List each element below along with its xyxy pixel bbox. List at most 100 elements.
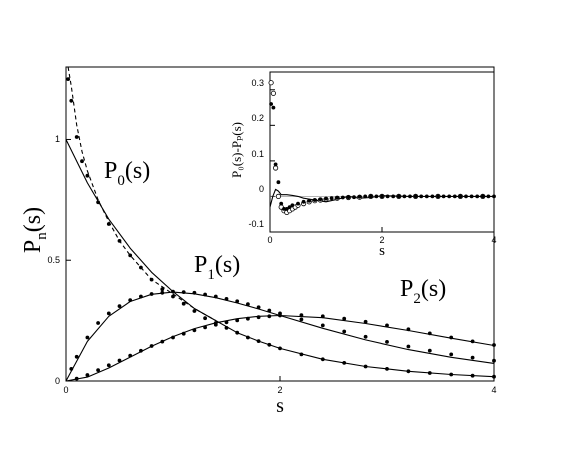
inset-y-axis-label: P₀(s)-Pₚ(s) bbox=[229, 122, 244, 178]
main-x-axis-label: s bbox=[276, 395, 284, 417]
main-series-6-point bbox=[139, 348, 143, 353]
main-series-4-point bbox=[69, 98, 74, 103]
inset-series-2-point bbox=[469, 194, 474, 199]
main-series-5-point bbox=[203, 292, 208, 297]
main-series-4-point bbox=[449, 372, 454, 377]
main-y-label-tail: (s) bbox=[20, 207, 46, 232]
inset-series-2-point bbox=[282, 207, 286, 211]
inset-series-2-point bbox=[374, 194, 379, 199]
main-series-5-point bbox=[224, 297, 229, 301]
main-series-4-point bbox=[224, 326, 229, 330]
main-y-axis-label: Pn(s) bbox=[20, 207, 50, 253]
main-series-6-point bbox=[492, 343, 496, 347]
main-x-tick-label: 0 bbox=[63, 385, 68, 395]
main-series-6-point bbox=[96, 368, 100, 372]
inset-series-2-point bbox=[385, 194, 390, 199]
inset-series-2-point bbox=[276, 180, 281, 185]
main-series-5-point bbox=[74, 354, 79, 359]
main-series-group bbox=[65, 66, 496, 382]
main-series-4-point bbox=[235, 330, 240, 335]
inset-series-2-point bbox=[424, 194, 429, 199]
inset-series-2-point bbox=[279, 201, 284, 206]
inset-series-2-point bbox=[271, 105, 276, 110]
main-series-6-point bbox=[256, 315, 261, 320]
main-series-6-point bbox=[203, 325, 208, 330]
main-x-tick-label: 2 bbox=[277, 385, 282, 395]
main-series-5-point bbox=[246, 302, 250, 307]
main-series-6-point bbox=[181, 331, 186, 336]
inset-series-2-point bbox=[480, 194, 485, 199]
main-series-6-point bbox=[192, 328, 197, 333]
main-series-5-point bbox=[171, 289, 175, 294]
main-series-4-point bbox=[85, 173, 90, 178]
inset-series-1-point bbox=[270, 90, 276, 96]
main-series-6-point bbox=[106, 363, 111, 368]
main-series-5-point bbox=[69, 367, 74, 371]
main-series-5-point bbox=[449, 352, 454, 357]
inset-series-2-point bbox=[307, 198, 312, 203]
main-series-4-point bbox=[128, 253, 133, 258]
main-series-4-point bbox=[342, 361, 347, 365]
main-series-6-point bbox=[299, 313, 304, 317]
main-series-4-point bbox=[66, 77, 70, 81]
inset-series-2-point bbox=[430, 194, 435, 199]
inset-series-2-point bbox=[357, 194, 362, 199]
main-series-line-3 bbox=[67, 66, 217, 322]
main-series-6-point bbox=[342, 316, 347, 321]
inset-series-2-point bbox=[335, 196, 340, 200]
inset-series-2-point bbox=[419, 194, 424, 199]
main-series-4-point bbox=[74, 135, 79, 139]
inset-series-2-point bbox=[475, 194, 480, 199]
main-series-6-point bbox=[470, 339, 475, 344]
svg-text:Pn(s): Pn(s) bbox=[20, 207, 50, 253]
main-series-4-point bbox=[160, 287, 165, 292]
inset-series-2-point bbox=[486, 194, 491, 199]
main-y-label-sub: n bbox=[34, 232, 50, 240]
main-y-label-main: P bbox=[20, 240, 46, 253]
main-series-5-point bbox=[427, 348, 432, 353]
main-series-5-point bbox=[213, 294, 218, 299]
main-series-4-point bbox=[139, 265, 143, 270]
main-series-5-point bbox=[149, 292, 154, 296]
inset-series-2-point bbox=[329, 196, 334, 201]
inset-series-2-point bbox=[290, 203, 295, 208]
main-series-5-point bbox=[117, 304, 122, 308]
main-y-tick-label: 0.5 bbox=[47, 255, 60, 265]
inset-series-2-point bbox=[492, 194, 496, 199]
inset-series-2-point bbox=[464, 194, 468, 199]
main-series-5-point bbox=[492, 358, 496, 363]
main-series-4-point bbox=[117, 239, 122, 243]
main-series-5-point bbox=[406, 344, 411, 349]
main-series-4-point bbox=[256, 339, 261, 343]
inset-series-2-point bbox=[346, 195, 351, 200]
main-series-4-point bbox=[385, 367, 389, 371]
main-series-4-point bbox=[192, 309, 197, 313]
inset-plot-frame bbox=[269, 71, 495, 233]
main-series-6-point bbox=[320, 314, 325, 319]
inset-series-1-point bbox=[275, 193, 281, 199]
main-series-6-point bbox=[128, 353, 133, 358]
inset-series-2-point bbox=[391, 194, 396, 199]
main-series-5-point bbox=[320, 323, 325, 328]
main-series-6-point bbox=[224, 320, 229, 325]
inset-series-2-point bbox=[318, 197, 323, 202]
inset-series-2-point bbox=[447, 194, 452, 199]
inset-series-2-point bbox=[441, 194, 446, 199]
inset-series-2-point bbox=[324, 196, 328, 201]
main-series-5-point bbox=[139, 294, 143, 299]
inset-series-2-point bbox=[273, 162, 278, 167]
main-y-tick-label: 1 bbox=[55, 134, 60, 144]
inset-x-tick-label: 4 bbox=[491, 235, 496, 245]
main-series-4-point bbox=[278, 346, 282, 351]
inset-x-tick-label: 2 bbox=[379, 235, 384, 245]
annotation-p1: P1(s) bbox=[194, 252, 240, 283]
inset-series-2-point bbox=[436, 194, 440, 199]
main-series-4-point bbox=[299, 352, 304, 357]
main-series-6-point bbox=[74, 376, 79, 381]
inset-series-2-point bbox=[402, 194, 407, 199]
main-series-5-point bbox=[299, 317, 304, 322]
main-series-4-point bbox=[96, 200, 100, 205]
inset-series-2-point bbox=[301, 199, 306, 204]
main-series-6-point bbox=[235, 318, 240, 323]
inset-series-1-point bbox=[268, 80, 274, 86]
